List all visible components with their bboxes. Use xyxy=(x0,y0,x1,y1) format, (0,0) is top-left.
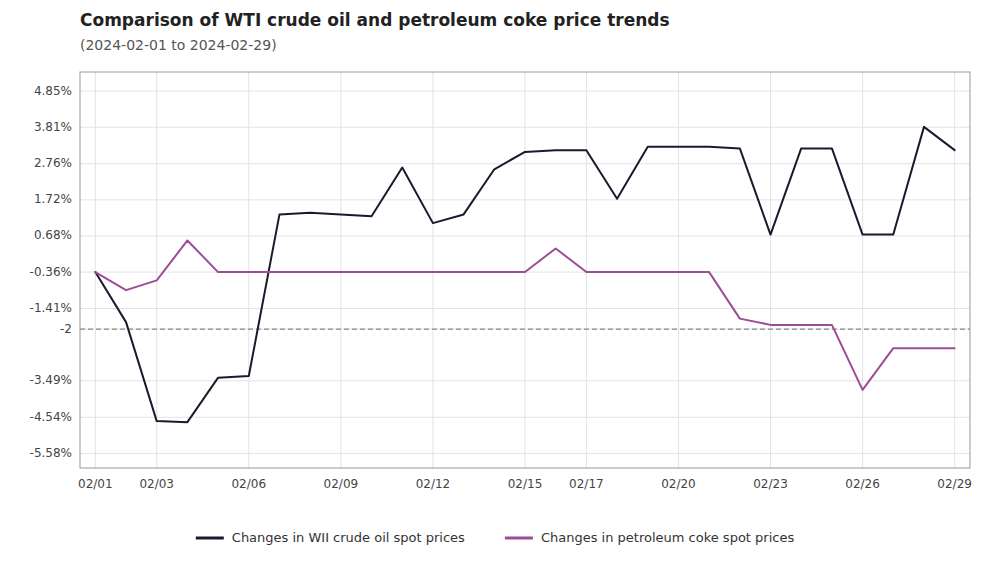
title: Comparison of WTI crude oil and petroleu… xyxy=(80,10,670,30)
grid-line xyxy=(156,72,157,468)
grid-line xyxy=(770,72,771,468)
legend-label: Changes in WII crude oil spot prices xyxy=(232,530,465,545)
grid-line xyxy=(80,329,970,330)
y-tick-label: -2 xyxy=(60,322,72,336)
x-tick-label: 02/26 xyxy=(845,477,880,491)
y-tick-label: 0.68% xyxy=(34,228,72,242)
x-tick-label: 02/03 xyxy=(139,477,174,491)
legend-swatch xyxy=(196,537,224,540)
grid-line xyxy=(862,72,863,468)
x-tick-label: 02/12 xyxy=(416,477,451,491)
series-line xyxy=(95,127,954,422)
reference-line xyxy=(80,328,970,329)
grid-line xyxy=(954,72,955,468)
y-tick-label: -3.49% xyxy=(30,373,72,387)
grid-line xyxy=(248,72,249,468)
x-tick-label: 02/01 xyxy=(78,477,113,491)
grid-line xyxy=(586,72,587,468)
plot-area xyxy=(80,127,970,422)
x-tick-label: 02/06 xyxy=(231,477,266,491)
legend: Changes in WII crude oil spot prices Chan… xyxy=(196,530,795,545)
x-tick-label: 02/15 xyxy=(508,477,543,491)
y-tick-label: 3.81% xyxy=(34,120,72,134)
y-tick-label: -5.58% xyxy=(30,446,72,460)
series-line xyxy=(95,240,954,389)
y-tick-label: 2.76% xyxy=(34,156,72,170)
x-tick-label: 02/29 xyxy=(937,477,972,491)
y-tick-label: -4.54% xyxy=(30,410,72,424)
grid xyxy=(80,72,970,468)
y-tick-label: 4.85% xyxy=(34,84,72,98)
grid-line xyxy=(95,72,96,468)
legend-item: Changes in petroleum coke spot prices xyxy=(505,530,795,545)
chart: Comparison of WTI crude oil and petroleu… xyxy=(0,0,990,572)
plot-frame xyxy=(80,72,970,468)
x-tick-label: 02/17 xyxy=(569,477,604,491)
grid-line xyxy=(678,72,679,468)
legend-label: Changes in petroleum coke spot prices xyxy=(541,530,795,545)
legend-item: Changes in WII crude oil spot prices xyxy=(196,530,465,545)
x-tick-label: 02/09 xyxy=(324,477,359,491)
subtitle: (2024-02-01 to 2024-02-29) xyxy=(80,37,277,53)
x-tick-label: 02/23 xyxy=(753,477,788,491)
y-tick-label: -0.36% xyxy=(30,265,72,279)
x-tick-label: 02/20 xyxy=(661,477,696,491)
legend-swatch xyxy=(505,537,533,540)
y-tick-label: -1.41% xyxy=(30,301,72,315)
axes: 4.85% 3.81% 2.76% 1.72% 0.68% -0.36% -1.41% -2 -… xyxy=(30,72,972,491)
grid-line xyxy=(432,72,433,468)
grid-line xyxy=(340,72,341,468)
grid-line xyxy=(525,72,526,468)
y-tick-label: 1.72% xyxy=(34,192,72,206)
